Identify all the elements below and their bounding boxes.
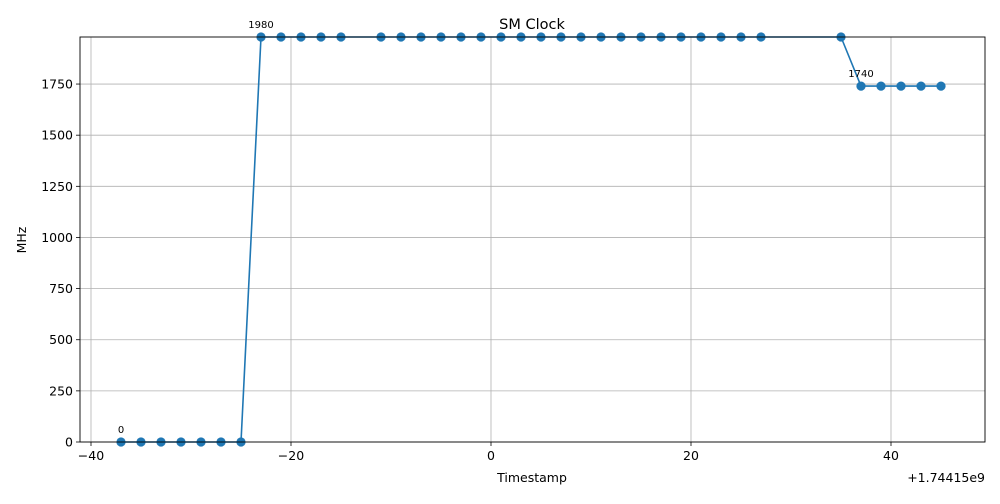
y-axis-label: MHz: [14, 226, 29, 253]
data-point: [876, 81, 886, 91]
data-label: 0: [118, 425, 124, 436]
y-tick-label: 1250: [41, 179, 73, 194]
axes-border: [79, 36, 986, 443]
x-tick-label: 40: [883, 448, 899, 463]
y-tick-label: 750: [49, 281, 73, 296]
x-axis-offset-label: +1.74415e9: [907, 470, 985, 485]
plot-frame: [79, 36, 986, 443]
annotations: 0 1980 1740: [118, 20, 874, 436]
grid: [80, 37, 985, 443]
data-label: 1740: [848, 69, 873, 80]
chart-title: SM Clock: [499, 17, 565, 33]
data-point: [916, 81, 926, 91]
y-tick-label: 1000: [41, 230, 73, 245]
x-axis-label: Timestamp: [496, 470, 567, 485]
x-tick-label: −40: [78, 448, 104, 463]
x-tick-label: 20: [683, 448, 699, 463]
y-tick-label: 1750: [41, 77, 73, 92]
data-point: [936, 81, 946, 91]
x-tick-label: −20: [278, 448, 304, 463]
y-tick-label: 250: [49, 383, 73, 398]
data-point: [856, 81, 866, 91]
y-tick-label: 1500: [41, 128, 73, 143]
data-point: [896, 81, 906, 91]
y-tick-label: 0: [65, 435, 73, 450]
x-tick-label: 0: [487, 448, 495, 463]
y-tick-label: 500: [49, 332, 73, 347]
data-label: 1980: [248, 20, 273, 31]
ticks: −40 −20 0 20 40 0 250 500 750 1000 1250 1500 1750: [41, 77, 899, 463]
